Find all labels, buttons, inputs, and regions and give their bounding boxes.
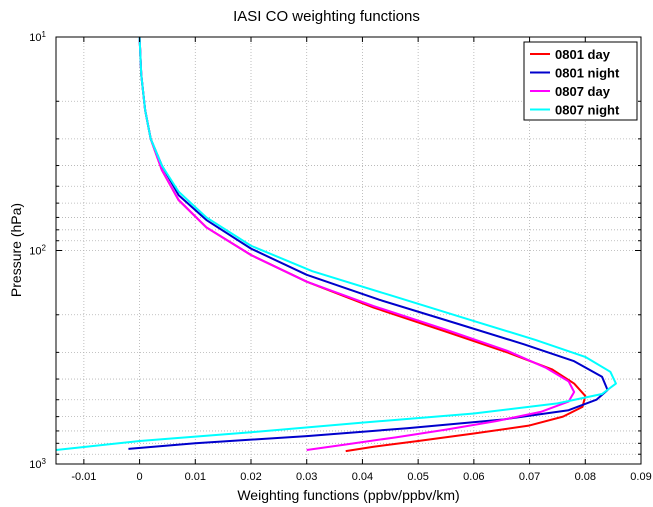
y-tick-label: 101 [29,30,46,45]
x-tick-label: 0.01 [185,471,206,483]
x-tick-label: 0.09 [630,471,651,483]
legend-label: 0807 day [555,84,611,99]
x-tick-label: 0.05 [407,471,428,483]
x-tick-label: 0.08 [575,471,596,483]
y-axis-label: Pressure (hPa) [8,202,24,298]
x-tick-label: 0.02 [240,471,261,483]
x-tick-label: 0 [137,471,143,483]
chart-title: IASI CO weighting functions [233,8,420,25]
y-tick-label: 102 [29,243,46,258]
x-tick-label: -0.01 [71,471,96,483]
y-tick-label: 103 [29,457,46,472]
x-tick-label: 0.06 [463,471,484,483]
legend-label: 0801 night [555,66,620,81]
legend: 0801 day 0801 night 0807 day 0807 night [523,41,638,121]
legend-label: 0807 night [555,103,620,118]
series-line-4 [55,36,617,452]
legend-label: 0801 day [555,47,611,62]
x-tick-label: 0.03 [296,471,317,483]
x-axis-label: Weighting functions (ppbv/ppbv/km) [237,487,460,503]
x-tick-label: 0.07 [519,471,540,483]
x-tick-label: 0.04 [352,471,373,483]
